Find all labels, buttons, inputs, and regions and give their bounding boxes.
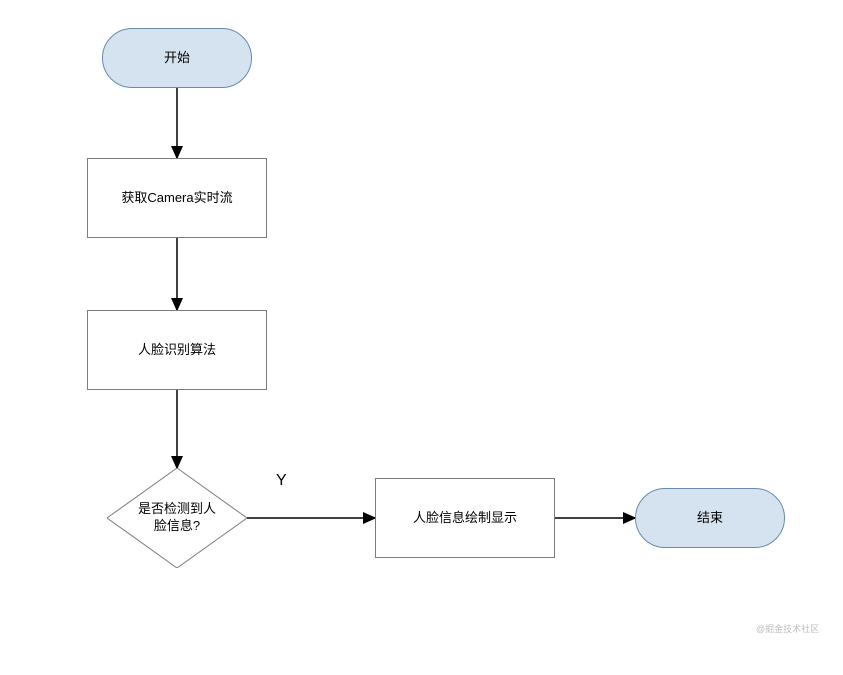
node-end: 结束 bbox=[635, 488, 785, 548]
node-algo: 人脸识别算法 bbox=[87, 310, 267, 390]
node-label-draw: 人脸信息绘制显示 bbox=[413, 510, 517, 527]
node-draw: 人脸信息绘制显示 bbox=[375, 478, 555, 558]
watermark: @掘金技术社区 bbox=[756, 622, 819, 635]
node-start: 开始 bbox=[102, 28, 252, 88]
node-capture: 获取Camera实时流 bbox=[87, 158, 267, 238]
node-label-algo: 人脸识别算法 bbox=[138, 342, 216, 359]
edge-label-detect-draw: Y bbox=[276, 472, 287, 490]
node-label-capture: 获取Camera实时流 bbox=[121, 190, 232, 207]
node-label-detect: 是否检测到人 脸信息? bbox=[107, 468, 247, 568]
node-label-end: 结束 bbox=[697, 510, 723, 527]
node-detect: 是否检测到人 脸信息? bbox=[107, 468, 247, 568]
node-label-start: 开始 bbox=[164, 50, 190, 67]
